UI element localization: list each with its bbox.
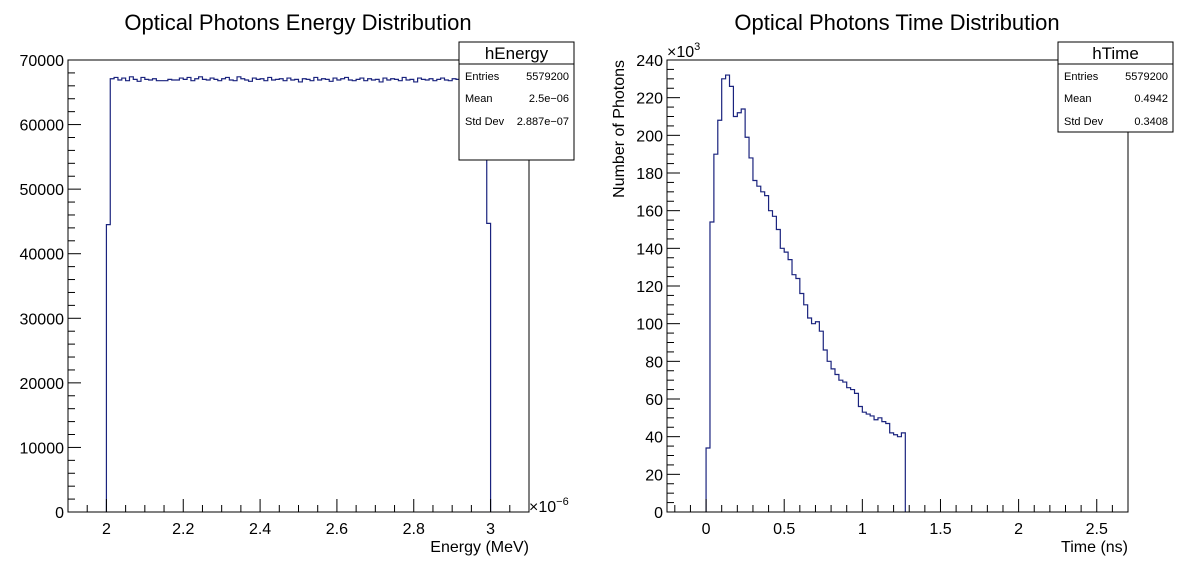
time-y-multiplier: ×103 (667, 41, 700, 61)
time-y-tick-label: 140 (636, 241, 663, 258)
energy-y-tick-label: 40000 (20, 247, 65, 264)
time-y-tick-label: 220 (636, 91, 663, 108)
energy-x-tick-label: 2.2 (172, 521, 194, 538)
energy-stats-entries-value: 5579200 (526, 71, 569, 83)
time-y-tick-label: 60 (645, 392, 663, 409)
time-y-tick-label: 20 (645, 467, 663, 484)
time-y-tick-label: 40 (645, 430, 663, 447)
energy-stats-stddev-value: 2.887e−07 (517, 116, 569, 128)
time-y-tick-label: 120 (636, 279, 663, 296)
time-stats-name: hTime (1092, 44, 1139, 63)
energy-axes: 2 2.2 2.4 2.6 2.8 3 0 10000 20000 30000 40000 50000… (20, 53, 530, 538)
energy-stats-entries-label: Entries (465, 71, 500, 83)
time-x-tick-label: 1 (858, 521, 867, 538)
time-x-axis-label: Time (ns) (1061, 539, 1128, 556)
energy-stats-name: hEnergy (485, 44, 549, 63)
energy-y-tick-label: 70000 (20, 53, 65, 70)
energy-x-tick-label: 2.4 (249, 521, 271, 538)
time-y-axis-label: Number of Photons (611, 60, 628, 198)
energy-x-tick-label: 2.6 (326, 521, 348, 538)
time-y-tick-label: 160 (636, 204, 663, 221)
time-x-tick-label: 1.5 (929, 521, 951, 538)
time-histogram-panel: Optical Photons Time Distribution 0 0.5 1 1… (611, 10, 1174, 556)
time-y-tick-label: 180 (636, 166, 663, 183)
energy-stats-mean-value: 2.5e−06 (529, 93, 569, 105)
time-stats-mean-label: Mean (1064, 93, 1092, 105)
time-x-tick-label: 0.5 (773, 521, 795, 538)
time-stats-stddev-value: 0.3408 (1134, 116, 1168, 128)
energy-stats-stddev-label: Std Dev (465, 116, 505, 128)
time-stats-entries-value: 5579200 (1125, 71, 1168, 83)
energy-y-tick-label: 20000 (20, 376, 65, 393)
energy-y-tick-label: 30000 (20, 311, 65, 328)
energy-y-tick-label: 50000 (20, 182, 65, 199)
time-axes: 0 0.5 1 1.5 2 2.5 0 20 40 60 80 100 120 140 160 180 200 2… (636, 53, 1129, 538)
energy-y-tick-label: 0 (55, 505, 64, 522)
energy-histogram-panel: Optical Photons Energy Distribution 2 2.2… (20, 10, 575, 556)
time-stats-stddev-label: Std Dev (1064, 116, 1104, 128)
time-y-tick-label: 100 (636, 317, 663, 334)
time-x-tick-label: 0 (702, 521, 711, 538)
energy-chart-title: Optical Photons Energy Distribution (124, 10, 471, 35)
time-x-tick-label: 2.5 (1086, 521, 1108, 538)
energy-stats-box: hEnergy Entries 5579200 Mean 2.5e−06 Std… (458, 41, 575, 161)
time-histogram-line (705, 74, 906, 512)
time-chart-title: Optical Photons Time Distribution (734, 10, 1059, 35)
energy-stats-mean-label: Mean (465, 93, 493, 105)
energy-x-tick-label: 3 (486, 521, 495, 538)
energy-histogram-line (105, 76, 492, 512)
time-y-tick-label: 0 (654, 505, 663, 522)
time-stats-entries-label: Entries (1064, 71, 1099, 83)
energy-y-tick-label: 60000 (20, 118, 65, 135)
time-stats-mean-value: 0.4942 (1134, 93, 1168, 105)
time-stats-box: hTime Entries 5579200 Mean 0.4942 Std De… (1057, 41, 1174, 133)
energy-x-multiplier: ×10−6 (529, 496, 569, 516)
energy-x-tick-label: 2.8 (403, 521, 425, 538)
energy-x-tick-label: 2 (102, 521, 111, 538)
energy-x-axis-label: Energy (MeV) (430, 539, 529, 556)
energy-y-tick-label: 10000 (20, 440, 65, 457)
time-x-tick-label: 2 (1014, 521, 1023, 538)
time-y-tick-label: 80 (645, 354, 663, 371)
time-y-tick-label: 200 (636, 128, 663, 145)
time-histogram (667, 74, 1128, 513)
time-y-tick-label: 240 (636, 53, 663, 70)
